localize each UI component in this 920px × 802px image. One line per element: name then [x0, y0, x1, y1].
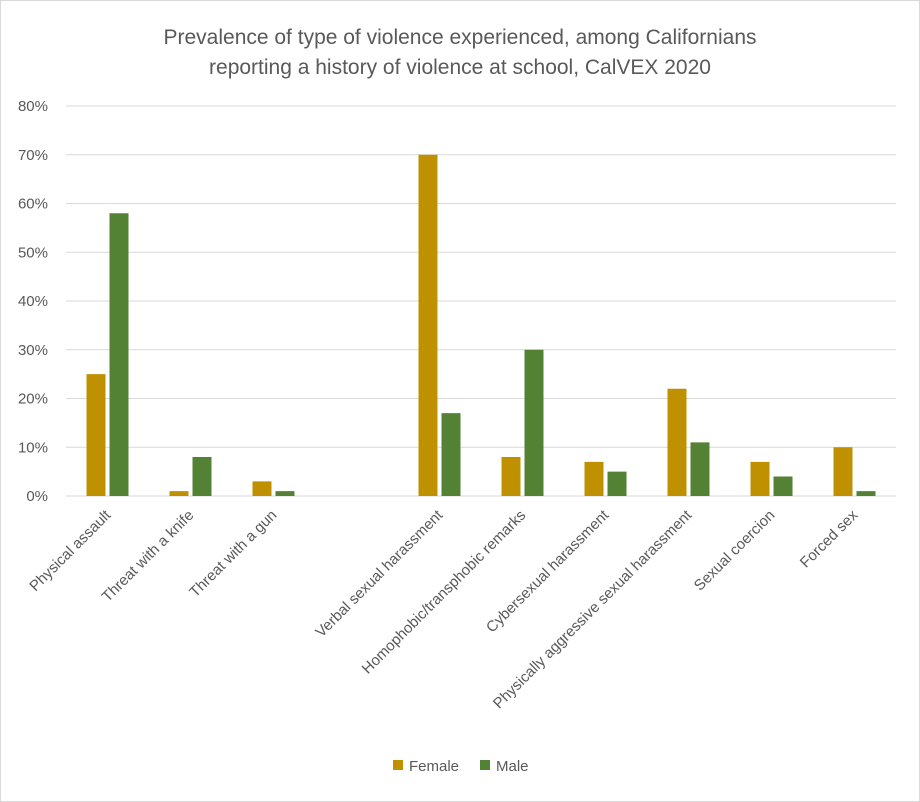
bar-female: [584, 461, 604, 496]
bar-male: [275, 491, 295, 496]
x-category-label: Sexual coercion: [691, 507, 778, 594]
legend-swatch-female: [393, 760, 403, 770]
bar-female: [169, 491, 189, 496]
bar-male: [690, 442, 710, 496]
y-tick-label: 10%: [18, 439, 48, 456]
y-tick-label: 70%: [18, 147, 48, 164]
bar-male: [192, 457, 212, 496]
bars: [86, 154, 876, 496]
y-tick-label: 0%: [26, 488, 48, 505]
y-tick-label: 40%: [18, 293, 48, 310]
bar-male: [441, 413, 461, 496]
bar-female: [86, 374, 106, 496]
chart-title-line-1: Prevalence of type of violence experienc…: [163, 26, 756, 49]
gridlines: [66, 105, 896, 497]
x-category-label: Forced sex: [797, 506, 862, 571]
x-category-label: Homophobic/transphobic remarks: [359, 507, 530, 678]
bar-female: [667, 388, 687, 496]
bar-male: [773, 476, 793, 496]
bar-male: [856, 491, 876, 496]
bar-female: [750, 461, 770, 496]
bar-male: [607, 471, 627, 496]
bar-female: [501, 457, 521, 496]
legend-label-male: Male: [496, 758, 529, 775]
bar-female: [418, 154, 438, 496]
x-category-label: Threat with a knife: [99, 507, 198, 606]
chart-title-line-2: reporting a history of violence at schoo…: [209, 56, 711, 79]
legend: Female Male: [393, 758, 529, 775]
bar-male: [524, 349, 544, 496]
legend-label-female: Female: [409, 758, 459, 775]
x-category-label: Physical assault: [26, 506, 115, 595]
bar-female: [833, 447, 853, 496]
x-category-label: Threat with a gun: [186, 507, 280, 601]
bar-male: [109, 213, 129, 496]
y-tick-label: 20%: [18, 391, 48, 408]
bar-female: [252, 481, 272, 496]
y-tick-label: 60%: [18, 196, 48, 213]
y-axis-ticks: 0% 10% 20% 30% 40% 50% 60% 70% 80%: [18, 98, 48, 505]
y-tick-label: 50%: [18, 244, 48, 261]
legend-swatch-male: [480, 760, 490, 770]
y-tick-label: 80%: [18, 98, 48, 115]
y-tick-label: 30%: [18, 342, 48, 359]
